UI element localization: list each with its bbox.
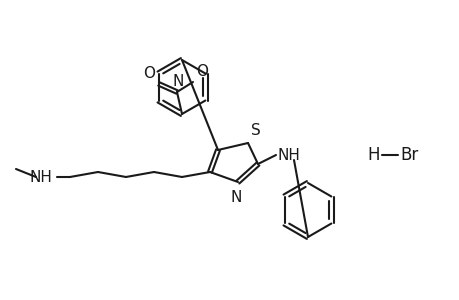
Text: N: N (230, 190, 241, 205)
Text: O: O (143, 66, 155, 81)
Text: NH: NH (29, 169, 52, 184)
Text: N: N (172, 74, 183, 89)
Text: O: O (196, 64, 207, 79)
Text: H: H (367, 146, 379, 164)
Text: S: S (251, 123, 260, 138)
Text: NH: NH (277, 148, 300, 163)
Text: Br: Br (399, 146, 417, 164)
